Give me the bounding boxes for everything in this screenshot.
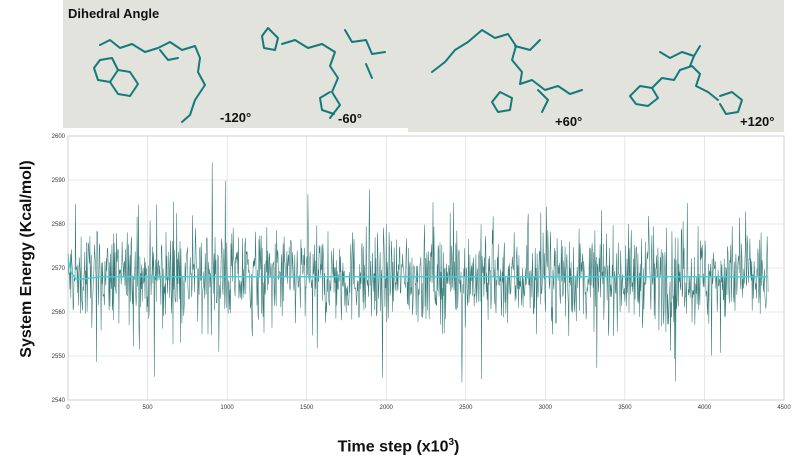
x-axis-label-suffix: ) [454,438,460,456]
x-tick-label: 4500 [777,405,791,411]
x-tick-label: 1500 [300,405,314,411]
angle-label-4: +120° [740,114,775,129]
conformer-3-structure [431,29,583,113]
y-tick-label: 2570 [52,266,66,272]
inset-title: Dihedral Angle [68,6,160,21]
y-tick-label: 2550 [52,354,66,360]
x-tick-label: 4000 [698,405,712,411]
x-tick-label: 0 [66,405,70,411]
angle-label-3: +60° [555,114,583,129]
conformer-panel-right [408,0,784,132]
x-axis-label: Time step (x103) [0,437,797,456]
y-tick-label: 2560 [52,310,66,316]
conformer-4-structure [629,45,743,115]
conformer-2-structure [261,27,386,119]
x-axis-label-prefix: Time step (x10 [337,438,449,456]
y-tick-label: 2600 [52,134,66,140]
running-average-line [67,259,769,280]
conformer-1-structure [93,39,206,123]
x-tick-label: 1000 [220,405,234,411]
x-tick-label: 500 [143,405,154,411]
energy-trace-line [67,162,769,383]
x-tick-label: 2500 [459,405,473,411]
y-tick-label: 2580 [52,222,66,228]
x-tick-label: 3000 [539,405,553,411]
angle-label-1: -120° [220,110,252,125]
y-tick-label: 2540 [52,398,66,404]
x-tick-label: 2000 [380,405,394,411]
y-axis-label: System Energy (Kcal/mol) [18,160,35,358]
x-axis-label-exponent: 3 [448,437,455,448]
y-tick-label: 2590 [52,178,66,184]
x-tick-label: 3500 [618,405,632,411]
conformer-panel [63,0,408,128]
angle-label-2: -60° [338,111,362,126]
